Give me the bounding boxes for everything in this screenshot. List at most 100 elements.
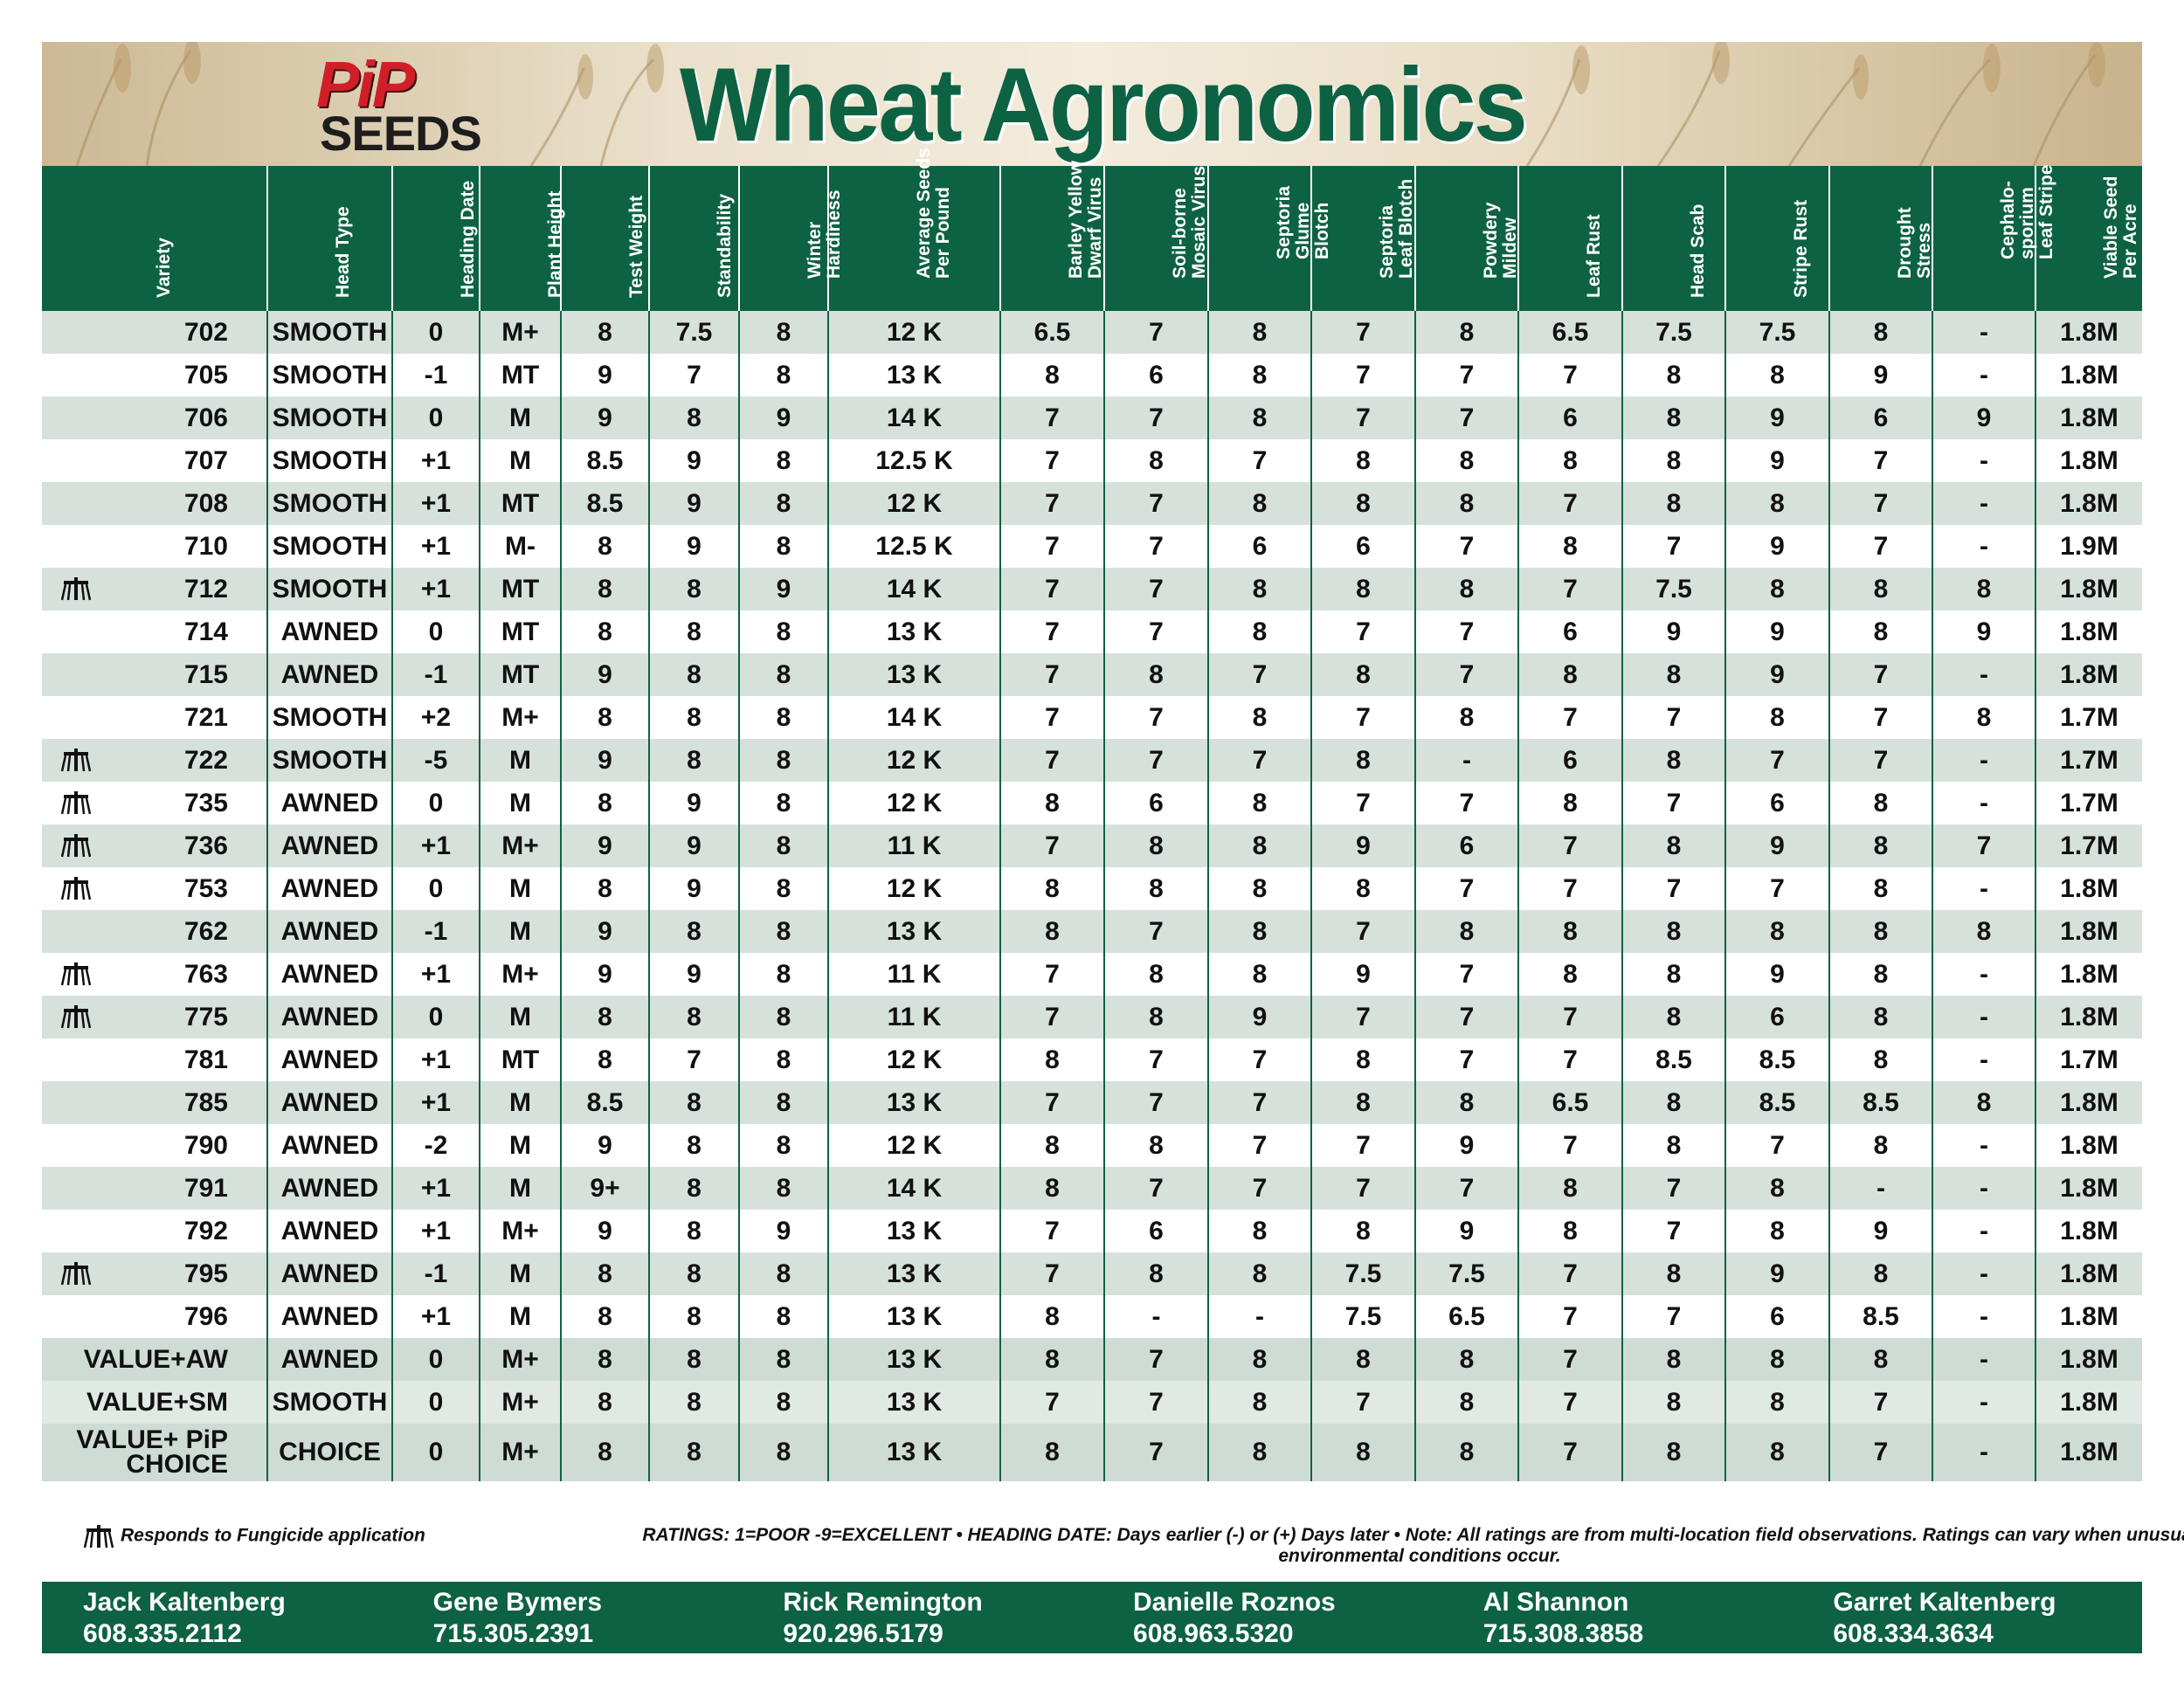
table-cell: 0 bbox=[392, 867, 480, 910]
fungicide-legend: Responds to Fungicide application bbox=[83, 1523, 425, 1549]
variety-label: 763 bbox=[183, 959, 228, 989]
table-cell: 7 bbox=[1104, 1038, 1209, 1081]
table-cell: 1.7M bbox=[2035, 696, 2142, 739]
table-cell: 8 bbox=[1311, 1424, 1416, 1481]
table-cell: 9 bbox=[1725, 397, 1830, 439]
table-cell: 8 bbox=[739, 1081, 829, 1124]
table-cell: 8 bbox=[1208, 1424, 1312, 1481]
variety-label: 708 bbox=[183, 488, 228, 518]
table-cell: 7 bbox=[1311, 397, 1416, 439]
table-cell: 7 bbox=[1311, 354, 1416, 397]
table-cell: 8 bbox=[1518, 525, 1623, 568]
table-cell: 9 bbox=[1725, 439, 1830, 482]
variety-label: 796 bbox=[183, 1301, 228, 1331]
table-cell: 7 bbox=[1311, 611, 1416, 653]
table-cell: 8 bbox=[1000, 1338, 1105, 1381]
table-cell: - bbox=[1208, 1295, 1312, 1338]
table-cell: 7 bbox=[1104, 611, 1209, 653]
table-row: 705 SMOOTH -1 MT 9 7 8 13 K 8 6 8 7 7 7 8 8 9-1.8M bbox=[42, 354, 2142, 397]
table-row: 792 AWNED +1 M+ 9 8 9 13 K 7 6 8 8 9 8 7 8 9-1.8M bbox=[42, 1210, 2142, 1252]
table-cell: 7 bbox=[1518, 482, 1623, 525]
table-cell: 8 bbox=[561, 867, 650, 910]
table-cell: 0 bbox=[392, 996, 480, 1038]
table-cell: 9 bbox=[1415, 1210, 1519, 1252]
table-cell: 7 bbox=[1208, 439, 1312, 482]
fungicide-sprayer-icon bbox=[60, 1004, 92, 1037]
table-cell: 8 bbox=[649, 1295, 740, 1338]
table-cell: 1.8M bbox=[2035, 867, 2142, 910]
table-cell: 8 bbox=[1622, 953, 1726, 996]
table-cell: 8 bbox=[1932, 910, 2036, 953]
table-cell: 1.8M bbox=[2035, 397, 2142, 439]
table-cell: 9 bbox=[561, 953, 650, 996]
variety-cell: VALUE+AW bbox=[42, 1338, 268, 1381]
contacts-bar: Jack Kaltenberg 608.335.2112 Gene Bymers 71… bbox=[42, 1582, 2142, 1653]
table-cell: 6 bbox=[1518, 739, 1623, 782]
table-cell: 8 bbox=[1829, 824, 1933, 867]
table-cell: - bbox=[1932, 525, 2036, 568]
table-cell: 8 bbox=[739, 1381, 829, 1424]
table-cell: 7 bbox=[1518, 996, 1623, 1038]
table-cell: 8 bbox=[1725, 568, 1830, 611]
table-cell: 8 bbox=[1311, 653, 1416, 696]
table-cell: AWNED bbox=[267, 1338, 393, 1381]
table-cell: 7 bbox=[1000, 996, 1105, 1038]
table-cell: 1.8M bbox=[2035, 910, 2142, 953]
table-cell: 8.5 bbox=[1829, 1081, 1933, 1124]
table-cell: AWNED bbox=[267, 1124, 393, 1167]
table-cell: 8 bbox=[1311, 1338, 1416, 1381]
table-cell: M bbox=[480, 1081, 562, 1124]
table-cell: 7 bbox=[1725, 867, 1830, 910]
table-cell: 8 bbox=[1000, 782, 1105, 824]
table-cell: 8.5 bbox=[1725, 1081, 1830, 1124]
table-cell: 7 bbox=[1415, 397, 1519, 439]
table-cell: 7 bbox=[1000, 568, 1105, 611]
table-cell: 8 bbox=[1829, 1038, 1933, 1081]
column-header: Barley Yellow Dwarf Virus bbox=[1000, 161, 1105, 311]
ratings-note: RATINGS: 1=POOR -9=EXCELLENT • HEADING D… bbox=[642, 1525, 2184, 1566]
table-cell: 8 bbox=[1415, 910, 1519, 953]
table-cell: 7 bbox=[1415, 354, 1519, 397]
table-cell: 8 bbox=[739, 824, 829, 867]
column-header: Test Weight bbox=[561, 166, 650, 311]
table-cell: 8 bbox=[1104, 824, 1209, 867]
table-cell: SMOOTH bbox=[267, 482, 393, 525]
table-cell: 7 bbox=[1311, 782, 1416, 824]
table-cell: 8 bbox=[649, 1210, 740, 1252]
table-cell: 8 bbox=[1518, 782, 1623, 824]
table-cell: 8 bbox=[649, 1338, 740, 1381]
table-cell: 9 bbox=[649, 439, 740, 482]
table-cell: 7 bbox=[1000, 611, 1105, 653]
table-cell: 8 bbox=[1725, 910, 1830, 953]
table-cell: 8 bbox=[1622, 1381, 1726, 1424]
table-cell: 8 bbox=[1829, 953, 1933, 996]
table-cell: SMOOTH bbox=[267, 311, 393, 354]
table-cell: 1.8M bbox=[2035, 439, 2142, 482]
table-cell: 8 bbox=[1622, 996, 1726, 1038]
table-cell: 8 bbox=[1725, 482, 1830, 525]
table-cell: 0 bbox=[392, 1424, 480, 1481]
table-cell: 7 bbox=[1622, 696, 1726, 739]
table-cell: 7 bbox=[1415, 782, 1519, 824]
variety-cell: VALUE+ PiP CHOICE bbox=[42, 1424, 268, 1481]
pip-seeds-logo: PiP SEEDS bbox=[276, 48, 486, 162]
fungicide-sprayer-icon bbox=[60, 832, 92, 866]
variety-label: 736 bbox=[183, 831, 228, 860]
contact-card: Jack Kaltenberg 608.335.2112 bbox=[42, 1582, 392, 1653]
table-cell: M+ bbox=[480, 824, 562, 867]
table-cell: - bbox=[1932, 1124, 2036, 1167]
table-cell: 8 bbox=[649, 996, 740, 1038]
table-row: 702 SMOOTH 0 M+ 8 7.5 8 12 K 6.5 7 8 7 8 6.5 7.5 7.5 8-1… bbox=[42, 311, 2142, 354]
table-cell: 7 bbox=[1104, 910, 1209, 953]
table-cell: 9 bbox=[1622, 611, 1726, 653]
table-cell: 0 bbox=[392, 782, 480, 824]
table-cell: 8 bbox=[1622, 653, 1726, 696]
variety-label: VALUE+AW bbox=[83, 1344, 228, 1374]
table-cell: CHOICE bbox=[267, 1424, 393, 1481]
table-cell: 8 bbox=[1311, 482, 1416, 525]
table-cell: 0 bbox=[392, 611, 480, 653]
table-cell: 8 bbox=[739, 996, 829, 1038]
table-cell: 0 bbox=[392, 397, 480, 439]
variety-cell: 705 bbox=[42, 354, 268, 397]
table-cell: 8 bbox=[561, 1424, 650, 1481]
